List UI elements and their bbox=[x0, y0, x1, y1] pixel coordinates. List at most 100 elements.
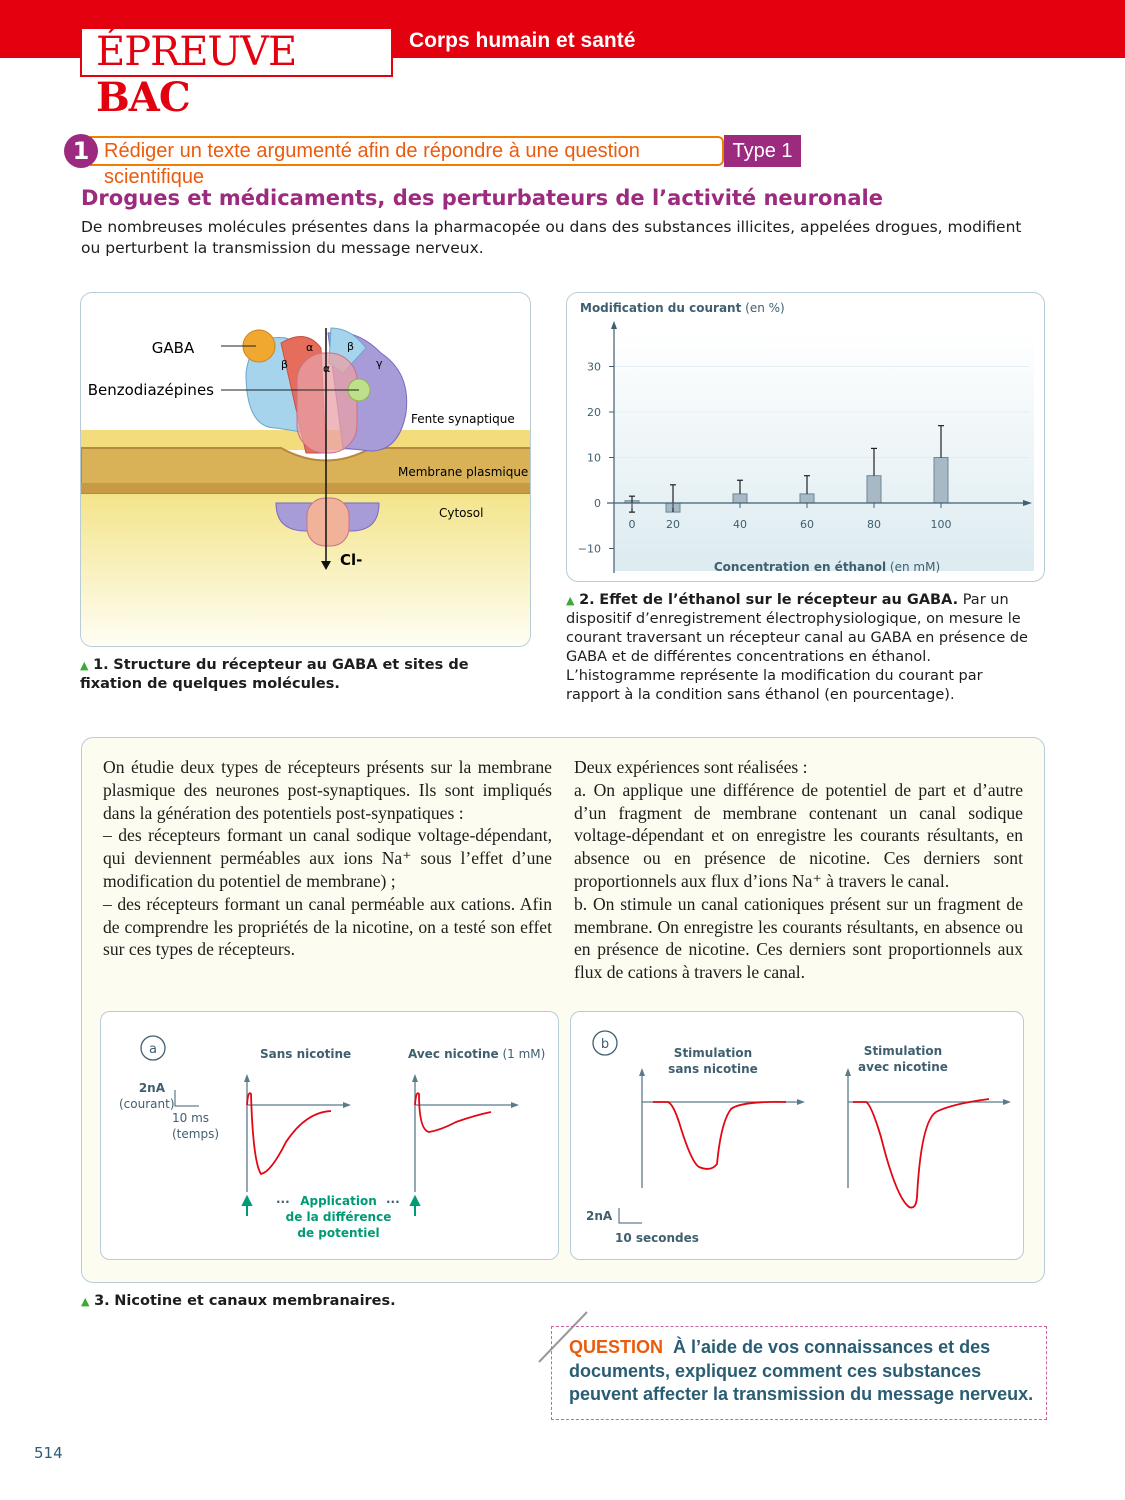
trace-avec-nicotine bbox=[853, 1098, 990, 1209]
nicotine-document: On étudie deux types de récepteurs prése… bbox=[81, 737, 1045, 1283]
intro-text: De nombreuses molécules présentes dans l… bbox=[81, 218, 1022, 257]
application-line: Application bbox=[300, 1194, 377, 1208]
x-tick-label: 100 bbox=[931, 518, 952, 531]
axis-arrow-icons bbox=[244, 1074, 519, 1108]
ellipsis: ... bbox=[386, 1192, 400, 1206]
bar bbox=[866, 475, 882, 504]
paragraph: – des récepteurs formant un canal sodiqu… bbox=[103, 825, 552, 891]
inner-leaflet bbox=[81, 483, 530, 493]
title-line: avec nicotine bbox=[858, 1060, 948, 1074]
y-axis-arrow-icon bbox=[611, 321, 617, 329]
label-membrane: Membrane plasmique bbox=[398, 465, 528, 479]
x-tick-label: 60 bbox=[800, 518, 814, 531]
panel-letter-circle bbox=[592, 1030, 618, 1056]
axes-sans-nicotine bbox=[246, 1080, 517, 1192]
paragraph: – des récepteurs formant un canal perméa… bbox=[103, 893, 552, 960]
panel-letter: b bbox=[601, 1037, 609, 1052]
title-sans-nicotine: Sans nicotine bbox=[260, 1047, 352, 1061]
panel-letter-circle bbox=[140, 1035, 166, 1061]
trace-avec-nicotine bbox=[414, 1092, 492, 1133]
label-beta-1: β bbox=[281, 358, 288, 371]
title-line: sans nicotine bbox=[668, 1062, 758, 1076]
label-cytosol: Cytosol bbox=[439, 506, 483, 520]
x-tick-label: 80 bbox=[867, 518, 881, 531]
caption-text: Par un dispositif d’enregistrement élect… bbox=[566, 592, 1028, 703]
title-line: Stimulation bbox=[673, 1046, 753, 1060]
title-sans-nicotine: Stimulation sans nicotine bbox=[658, 1045, 768, 1077]
title-avec-nicotine-unit: (1 mM) bbox=[502, 1047, 546, 1061]
caption-number: 2. bbox=[579, 592, 595, 608]
caption-text: Nicotine et canaux membranaires. bbox=[114, 1293, 396, 1309]
label-chloride: Cl- bbox=[340, 551, 362, 569]
stimulus-arrow-icons bbox=[241, 1194, 421, 1216]
question-box: QUESTION À l’aide de vos connaissances e… bbox=[551, 1326, 1047, 1420]
caption-title: Effet de l’éthanol sur le récepteur au G… bbox=[599, 592, 959, 608]
y-tick-label: 20 bbox=[587, 406, 601, 419]
paragraph: a. On applique une différence de potenti… bbox=[574, 779, 1023, 891]
caption-number: 3. bbox=[94, 1293, 110, 1309]
ellipsis: ... bbox=[276, 1192, 290, 1206]
chart-svg: Modification du courant (en %) 3020100−1… bbox=[578, 301, 1034, 574]
panel-a-voltage-dependent: a 2nA (courant) 10 ms (temps) Sans nicot… bbox=[100, 1011, 559, 1260]
y-tick-label: 0 bbox=[594, 497, 601, 510]
exercise-number: 1 bbox=[64, 134, 98, 168]
application-line: de potentiel bbox=[297, 1226, 380, 1240]
axis-arrow-icons bbox=[639, 1068, 1011, 1105]
scale-bar bbox=[618, 1208, 642, 1224]
scale-bar bbox=[174, 1090, 199, 1107]
cytosolic-alpha bbox=[306, 497, 350, 547]
alpha-subunit-2 bbox=[296, 352, 358, 454]
label-benzodiazepines: Benzodiazépines bbox=[88, 381, 214, 399]
doc2-caption: ▲ 2. Effet de l’éthanol sur le récepteur… bbox=[566, 592, 1028, 703]
trace-sans-nicotine bbox=[653, 1100, 787, 1170]
label-alpha-2: α bbox=[323, 362, 330, 375]
right-column-text: Deux expériences sont réalisées : a. On … bbox=[574, 756, 1023, 984]
y-axis-title: Modification du courant (en %) bbox=[580, 301, 785, 315]
plot-area bbox=[614, 333, 1034, 571]
label-fente-synaptique: Fente synaptique bbox=[411, 412, 515, 426]
question-text: À l’aide de vos connaissances et des doc… bbox=[569, 1337, 1034, 1404]
exercise-type-badge: Type 1 bbox=[724, 135, 801, 167]
application-line: de la différence bbox=[285, 1210, 392, 1224]
x-tick-label: 40 bbox=[733, 518, 747, 531]
y-tick-label: 10 bbox=[587, 452, 601, 465]
x-axis-arrow-icon bbox=[1023, 500, 1032, 506]
title-line: Stimulation bbox=[863, 1044, 943, 1058]
paragraph: b. On stimule un canal cationiques prése… bbox=[574, 893, 1023, 983]
application-label: Application de la différence de potentie… bbox=[281, 1193, 396, 1241]
bac-bold: BAC bbox=[96, 74, 191, 121]
y-tick-label: −10 bbox=[578, 543, 601, 556]
panel-letter: a bbox=[149, 1042, 157, 1057]
page-number: 514 bbox=[34, 1444, 63, 1462]
scale-x-value: 10 ms bbox=[172, 1111, 210, 1125]
panel-b-traces: b bbox=[592, 1030, 1011, 1224]
x-tick-label: 0 bbox=[629, 518, 636, 531]
paragraph: Deux expériences sont réalisées : bbox=[574, 757, 808, 777]
paragraph: On étudie deux types de récepteurs prése… bbox=[103, 757, 552, 823]
scale-x-value: 10 secondes bbox=[615, 1231, 699, 1245]
gaba-receptor-diagram: GABA Benzodiazépines α α β β γ Fente syn… bbox=[80, 292, 531, 647]
x-tick-label: 20 bbox=[666, 518, 680, 531]
label-alpha-1: α bbox=[306, 341, 313, 354]
panel-a-traces: a bbox=[140, 1035, 519, 1216]
bac-light: ÉPREUVE bbox=[96, 29, 297, 75]
epreuve-bac-logo: ÉPREUVE BAC bbox=[80, 27, 393, 121]
exercise-instruction: Rédiger un texte argumenté afin de répon… bbox=[90, 136, 724, 188]
bar bbox=[933, 457, 949, 504]
y-tick-label: 30 bbox=[587, 361, 601, 374]
doc1-caption: ▲ 1. Structure du récepteur au GABA et s… bbox=[80, 657, 469, 692]
label-beta-2: β bbox=[347, 340, 354, 353]
scale-y-value: 2nA bbox=[138, 1081, 165, 1095]
title-avec-nicotine: Stimulation avec nicotine bbox=[848, 1043, 958, 1075]
caption-text: Structure du récepteur au GABA et sites … bbox=[80, 657, 469, 692]
ethanol-bar-chart: Modification du courant (en %) 30 20 10 0 −1… bbox=[566, 292, 1045, 582]
chapter-topic: Corps humain et santé bbox=[409, 29, 636, 52]
bar bbox=[732, 493, 748, 504]
question-corner-decoration bbox=[538, 1311, 588, 1363]
label-gaba: GABA bbox=[152, 339, 195, 357]
question-label: QUESTION bbox=[569, 1337, 664, 1357]
doc3-caption: ▲ 3. Nicotine et canaux membranaires. bbox=[81, 1293, 396, 1309]
scale-x-unit: (temps) bbox=[172, 1127, 220, 1141]
title-avec-nicotine: Avec nicotine bbox=[408, 1047, 499, 1061]
scale-y-unit: (courant) bbox=[119, 1097, 175, 1111]
